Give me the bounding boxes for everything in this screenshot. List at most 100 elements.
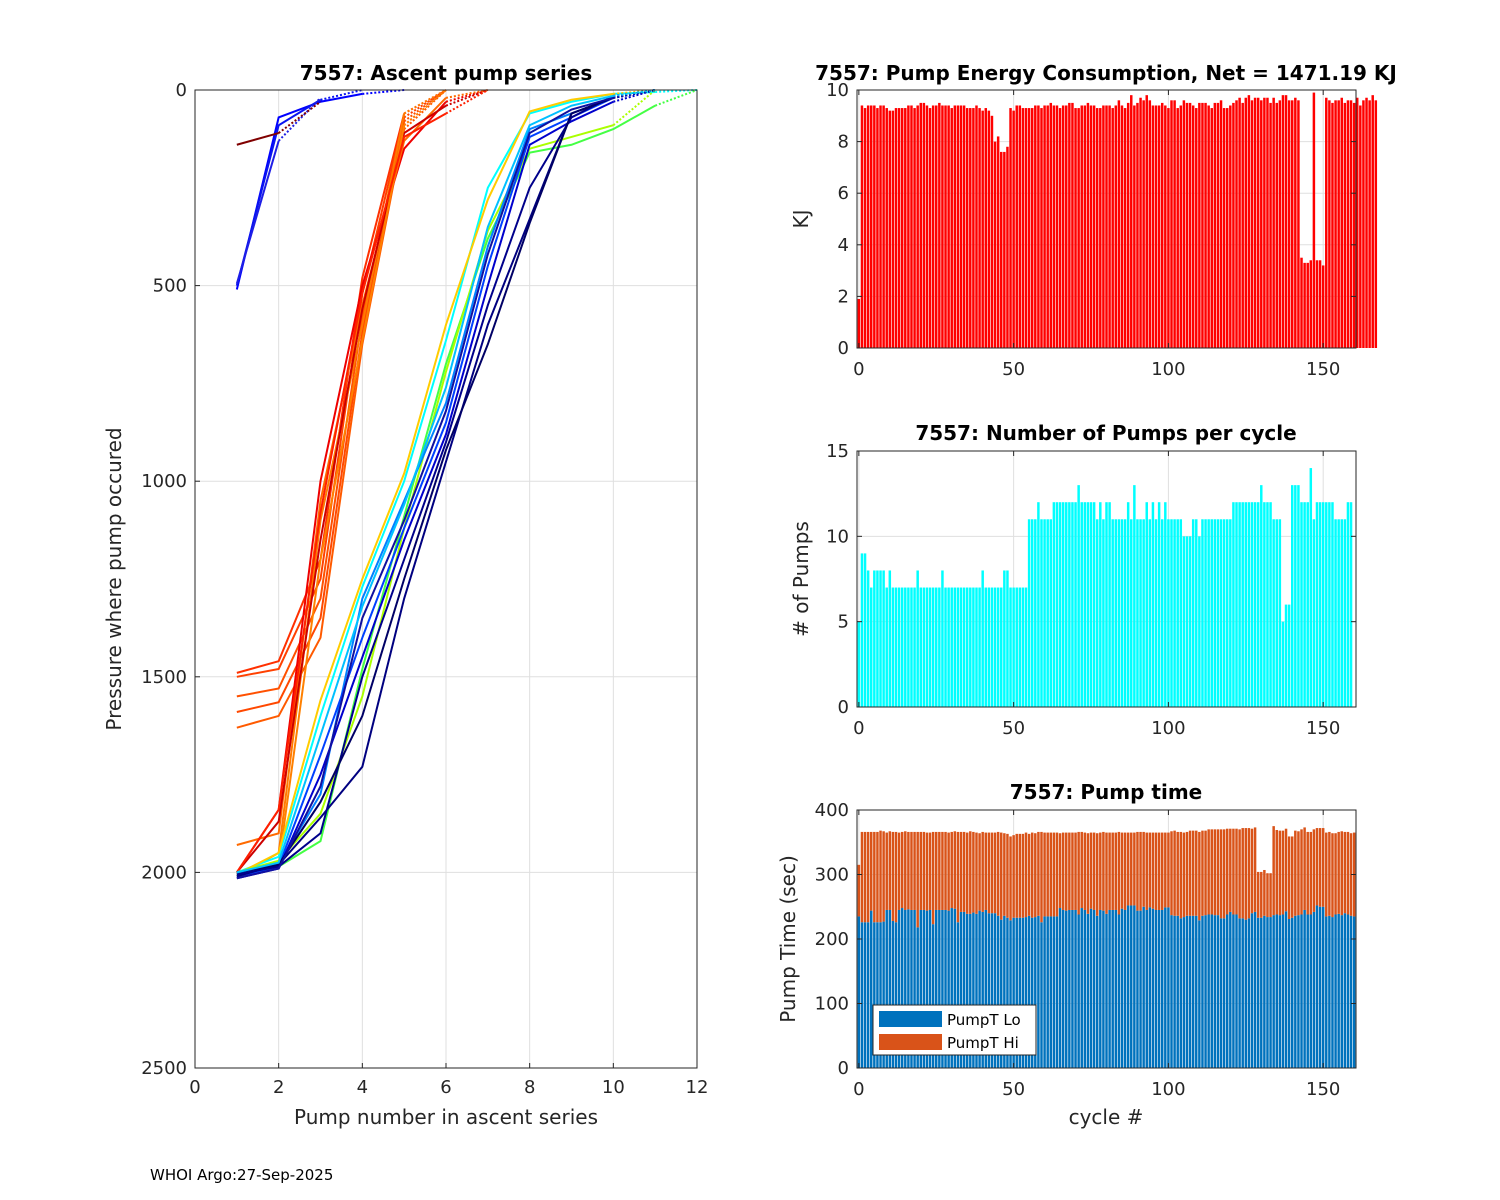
energy-bar	[900, 108, 904, 348]
pumptime-bar-hi	[1303, 827, 1306, 910]
pumps-bar	[981, 570, 984, 707]
pumptime-bar-hi	[953, 831, 957, 909]
pumptime-bar-lo	[1188, 915, 1192, 1068]
energy-bar	[1009, 108, 1012, 348]
energy-bar	[1253, 97, 1257, 349]
pumps-bar	[1083, 502, 1087, 707]
pumptime-bar-lo	[1343, 913, 1347, 1068]
energy-bar	[950, 108, 953, 348]
energy-bar	[1024, 108, 1028, 348]
pumptime-bar-lo	[947, 910, 950, 1068]
pumps-bar	[1188, 536, 1192, 707]
pumptime-bar-hi	[1275, 829, 1278, 915]
pumps-bar	[1250, 502, 1254, 707]
pumps-bar	[975, 587, 978, 707]
pumptime-bar-hi	[1272, 826, 1275, 916]
pumptime-bar-hi	[965, 832, 969, 914]
energy-bar	[1095, 108, 1099, 348]
pumps-bar	[996, 587, 1000, 707]
energy-bar	[928, 108, 932, 348]
energy-bar	[1371, 95, 1374, 348]
ascent-xtick-label: 8	[524, 1077, 535, 1098]
pumptime-bar-hi	[941, 831, 944, 910]
pumptime-bar-hi	[1006, 833, 1009, 918]
pumptime-bar-lo	[993, 913, 997, 1068]
pumptime-bar-lo	[1034, 917, 1037, 1068]
pumptime-bar-lo	[944, 909, 947, 1068]
pumptime-bar-lo	[885, 909, 888, 1068]
pumps-bar	[931, 587, 935, 707]
pumps-bar	[1182, 536, 1186, 707]
pumptime-bar-lo	[1328, 915, 1331, 1068]
pumptime-bar-lo	[1000, 919, 1003, 1068]
pumptime-bar-lo	[1037, 915, 1040, 1068]
pumptime-bar-lo	[891, 920, 895, 1068]
pumptime-bar-hi	[863, 831, 867, 923]
pumptime-bar-hi	[1080, 831, 1083, 909]
pumps-axes: 0 50 100 150 0 5 10 15 7557: Number of Pumps pe…	[789, 421, 1357, 739]
pumptime-bar-lo	[1142, 906, 1145, 1068]
energy-bar	[935, 105, 938, 348]
pumptime-bar-lo	[969, 913, 972, 1068]
pumptime-bar-lo	[1294, 915, 1297, 1068]
pumps-bar	[1340, 519, 1343, 707]
pumps-bar	[944, 587, 947, 707]
pumptime-bar-lo	[1009, 920, 1012, 1068]
pumptime-bar-hi	[1071, 832, 1074, 910]
pumptime-bar-lo	[866, 922, 870, 1068]
pumptime-bar-lo	[972, 912, 975, 1068]
pumptime-bar-lo	[1213, 915, 1217, 1068]
pumptime-bar-lo	[1077, 914, 1080, 1068]
pumptime-bar-hi	[866, 831, 870, 923]
ascent-series-surface-segment	[403, 89, 447, 123]
pumptime-bar-hi	[1148, 832, 1152, 908]
pumps-bar	[1160, 519, 1164, 707]
pumptime-bar-lo	[1340, 915, 1343, 1068]
pumptime-bar-lo	[1139, 910, 1142, 1068]
pumptime-bar-lo	[1306, 914, 1309, 1068]
pumps-bar	[1297, 485, 1300, 707]
pumptime-bar-hi	[1179, 831, 1183, 919]
pumps-bar	[1179, 519, 1183, 707]
energy-xtick-label: 150	[1306, 359, 1340, 380]
pumptime-bar-hi	[922, 831, 926, 910]
pumps-bar	[907, 587, 910, 707]
pumptime-bar-hi	[873, 831, 876, 923]
pumptime-bar-hi	[1287, 836, 1291, 920]
pumptime-xtick-label: 50	[1002, 1079, 1025, 1100]
energy-bar	[1374, 100, 1378, 348]
ascent-series-line	[236, 132, 279, 146]
energy-bar	[947, 105, 950, 348]
pumptime-bar-hi	[1012, 835, 1015, 918]
pumps-bar	[1238, 502, 1241, 707]
energy-bar	[1278, 100, 1282, 348]
pumps-xtick-label: 100	[1151, 718, 1185, 739]
pumptime-bar-hi	[888, 831, 892, 910]
pumptime-bar-hi	[907, 831, 910, 910]
energy-bar	[1256, 97, 1260, 349]
pumps-bar	[1318, 502, 1322, 707]
pumptime-bar-lo	[1195, 915, 1198, 1068]
pumptime-xtick-label: 0	[853, 1079, 864, 1100]
pumps-bar	[984, 587, 988, 707]
pumptime-bar-lo	[1337, 913, 1340, 1068]
pumps-bar	[870, 587, 873, 707]
pumptime-bar-lo	[984, 909, 988, 1068]
pumptime-bar-lo	[1318, 906, 1322, 1068]
pumptime-bar-hi	[1117, 831, 1121, 915]
ascent-series-line	[236, 92, 614, 876]
pumptime-bar-hi	[1139, 831, 1142, 911]
pumps-bar	[1024, 587, 1028, 707]
pumps-bar	[1219, 519, 1223, 707]
energy-bar	[975, 105, 978, 348]
pumps-bar	[1154, 519, 1158, 707]
pumps-bar	[1253, 502, 1257, 707]
energy-bar	[925, 105, 929, 348]
energy-bar	[1281, 95, 1285, 348]
pumptime-bar-lo	[987, 913, 991, 1068]
pumptime-bar-hi	[1210, 829, 1213, 915]
pumptime-bar-lo	[1080, 908, 1083, 1068]
pumps-bar	[1114, 519, 1118, 707]
pumptime-bar-lo	[1260, 917, 1263, 1068]
pumptime-bar-lo	[1027, 915, 1031, 1068]
